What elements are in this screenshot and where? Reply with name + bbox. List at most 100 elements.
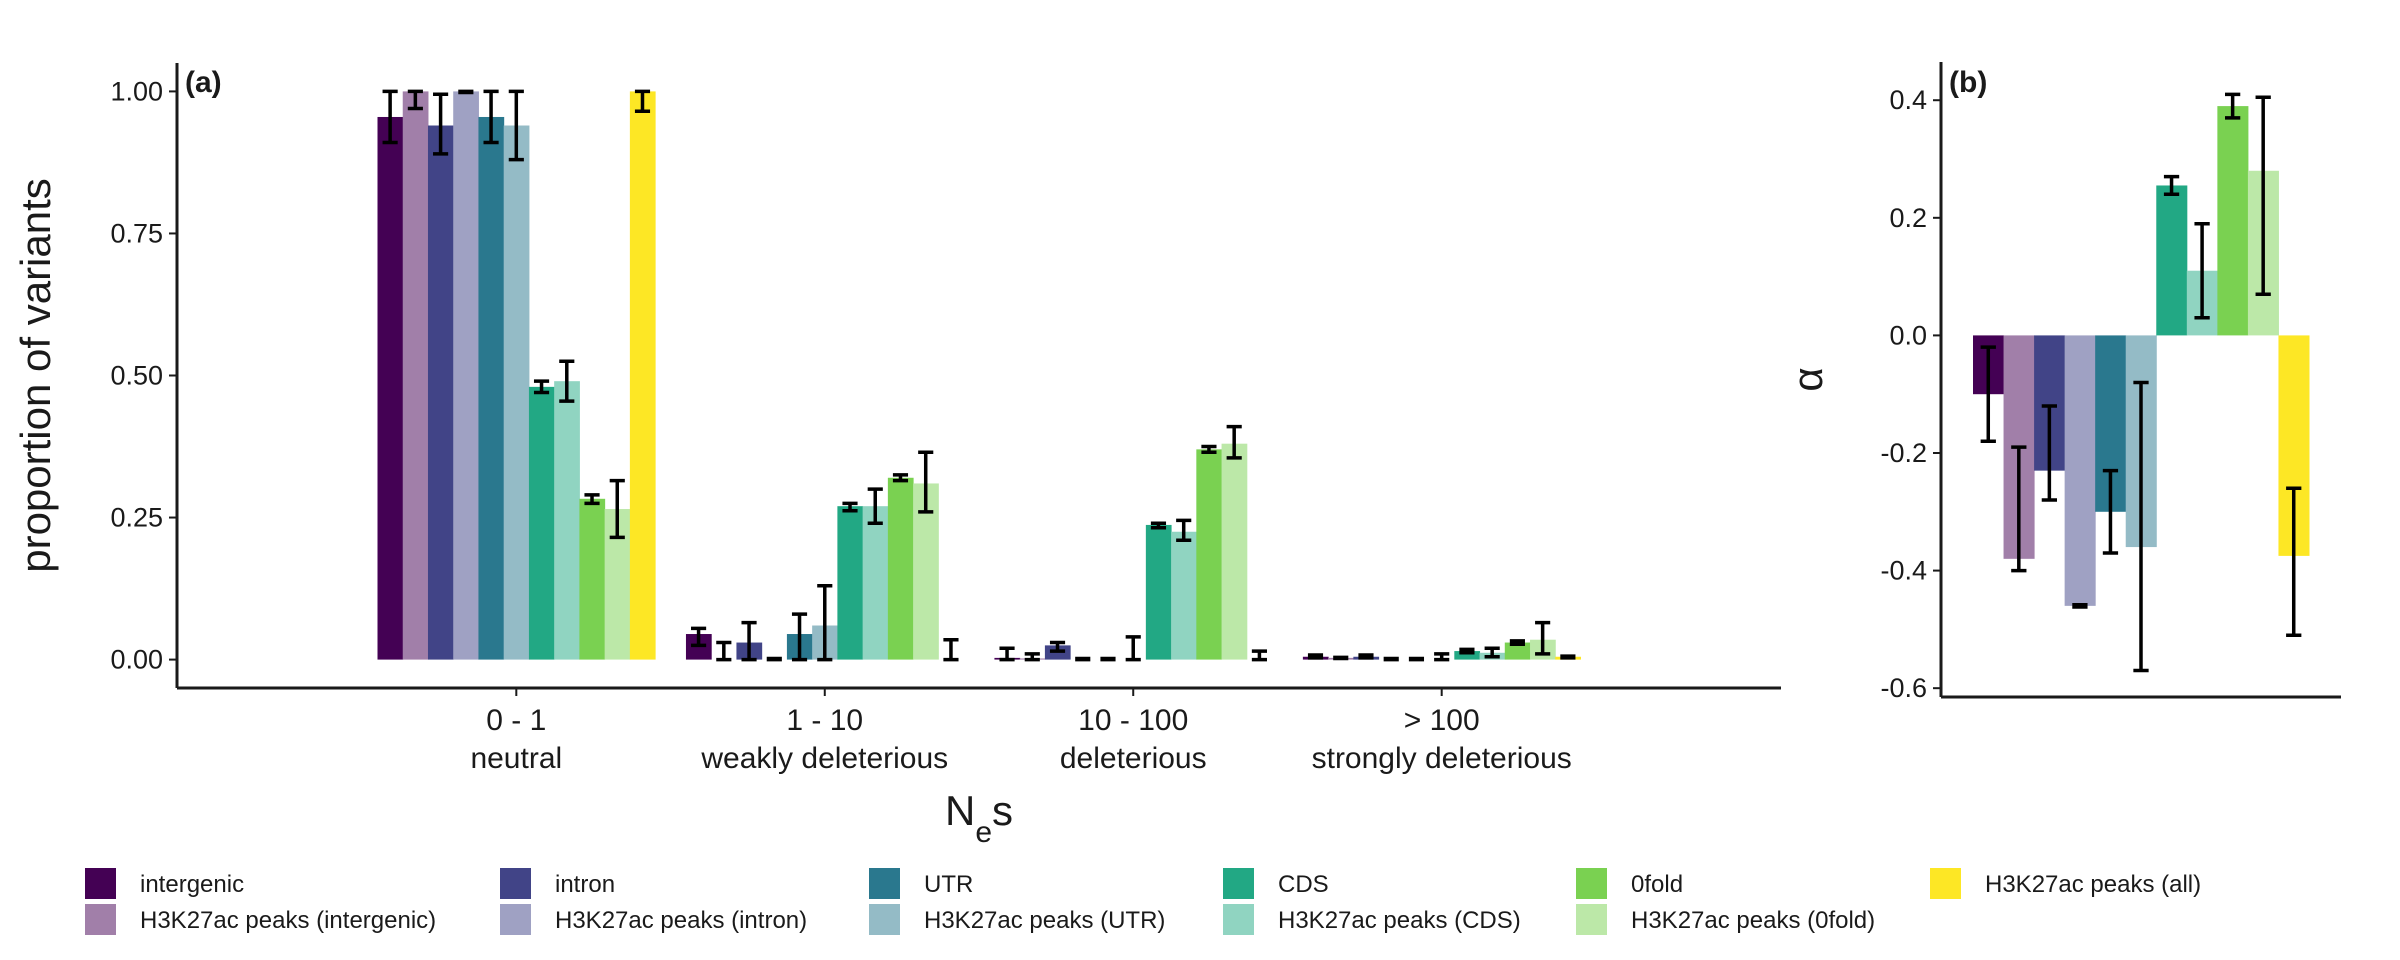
y-tick-label: 0.00 bbox=[110, 645, 163, 675]
error-bar bbox=[2011, 445, 2027, 573]
error-bar bbox=[2041, 404, 2057, 502]
error-bar bbox=[2133, 380, 2149, 673]
error-bar bbox=[407, 89, 423, 111]
legend-swatch bbox=[869, 868, 900, 899]
y-axis-label: proportion of variants bbox=[12, 178, 59, 573]
x-tick-label: > 100 bbox=[1404, 704, 1480, 737]
y-tick-label: 1.00 bbox=[110, 76, 163, 106]
error-bar bbox=[559, 359, 575, 403]
bar bbox=[837, 506, 864, 660]
bar bbox=[579, 498, 606, 660]
x-tick-label: strongly deleterious bbox=[1312, 742, 1572, 775]
error-bar bbox=[1251, 649, 1267, 662]
bar bbox=[1504, 642, 1531, 660]
bar bbox=[453, 91, 479, 660]
error-bar bbox=[1560, 654, 1576, 660]
bar bbox=[862, 506, 889, 660]
legend-label: 0fold bbox=[1631, 871, 1683, 898]
legend-swatch bbox=[1576, 904, 1607, 935]
legend-label: intergenic bbox=[140, 871, 244, 898]
error-bar bbox=[2255, 95, 2271, 296]
error-bar bbox=[1408, 656, 1425, 662]
y-tick-label: 0.2 bbox=[1889, 203, 1927, 233]
legend-swatch bbox=[869, 904, 900, 935]
error-bar bbox=[1049, 640, 1066, 653]
bar bbox=[887, 477, 914, 660]
error-bar bbox=[1100, 656, 1116, 662]
error-bar bbox=[2194, 221, 2210, 320]
error-bar bbox=[2102, 468, 2119, 555]
error-bar bbox=[1434, 652, 1450, 662]
bar bbox=[1171, 531, 1197, 660]
legend-swatch bbox=[85, 868, 116, 899]
bar bbox=[503, 125, 530, 660]
error-bar bbox=[433, 92, 449, 156]
bar bbox=[2156, 185, 2188, 336]
error-bar bbox=[533, 379, 550, 395]
error-bar bbox=[1459, 647, 1475, 655]
legend-swatch bbox=[500, 904, 531, 935]
bar bbox=[2217, 106, 2249, 336]
error-bar bbox=[766, 656, 782, 662]
error-bar bbox=[1509, 639, 1525, 646]
error-bar bbox=[1307, 653, 1324, 660]
x-tick-label: 0 - 1 bbox=[486, 704, 546, 737]
bar bbox=[528, 386, 555, 660]
y-tick-label: -0.2 bbox=[1880, 438, 1927, 468]
error-bar bbox=[2286, 486, 2302, 638]
error-bar bbox=[458, 89, 474, 95]
error-bar bbox=[382, 89, 398, 145]
error-bar bbox=[1125, 635, 1141, 662]
y-tick-label: 0.0 bbox=[1889, 320, 1927, 350]
x-tick-label: 1 - 10 bbox=[786, 704, 863, 737]
error-bar bbox=[817, 583, 833, 662]
legend-swatch bbox=[1223, 868, 1254, 899]
error-bar bbox=[791, 612, 808, 662]
bar bbox=[1145, 524, 1172, 660]
legend-label: H3K27ac peaks (UTR) bbox=[924, 907, 1165, 934]
legend-label: intron bbox=[555, 871, 615, 898]
legend-label: CDS bbox=[1278, 871, 1329, 898]
bar bbox=[629, 91, 656, 660]
error-bar bbox=[741, 620, 757, 662]
error-bar bbox=[2225, 92, 2241, 120]
error-bar bbox=[842, 501, 858, 513]
error-bar bbox=[1150, 521, 1167, 530]
error-bar bbox=[716, 640, 732, 662]
legend-label: H3K27ac peaks (intron) bbox=[555, 907, 807, 934]
bar bbox=[402, 91, 429, 660]
error-bar bbox=[2072, 602, 2088, 609]
error-bar bbox=[1383, 656, 1399, 662]
bar bbox=[427, 125, 454, 660]
x-axis-label: Nes bbox=[945, 787, 1013, 849]
bar bbox=[554, 381, 580, 660]
legend-label: H3K27ac peaks (intergenic) bbox=[140, 907, 436, 934]
legend-swatch bbox=[85, 904, 116, 935]
error-bar bbox=[691, 626, 707, 648]
bar bbox=[1196, 449, 1223, 660]
error-bar bbox=[918, 450, 934, 514]
x-tick-label: neutral bbox=[470, 742, 562, 775]
y-tick-label: 0.4 bbox=[1889, 85, 1927, 115]
legend-swatch bbox=[1930, 868, 1961, 899]
panel-label: (a) bbox=[185, 66, 222, 99]
legend-label: H3K27ac peaks (CDS) bbox=[1278, 907, 1521, 934]
y-axis-label: α bbox=[1784, 367, 1831, 391]
legend-label: H3K27ac peaks (all) bbox=[1985, 871, 2201, 898]
legend-swatch bbox=[1223, 904, 1254, 935]
error-bar bbox=[634, 89, 651, 114]
y-tick-label: 0.25 bbox=[110, 503, 163, 533]
error-bar bbox=[1535, 620, 1551, 656]
error-bar bbox=[508, 89, 524, 162]
error-bar bbox=[1226, 424, 1242, 460]
legend-label: H3K27ac peaks (0fold) bbox=[1631, 907, 1875, 934]
error-bar bbox=[892, 473, 909, 483]
y-tick-label: 0.50 bbox=[110, 361, 163, 391]
x-axis-label-part: e bbox=[975, 816, 992, 849]
x-axis-label-part: s bbox=[992, 787, 1013, 834]
error-bar bbox=[1176, 518, 1192, 543]
error-bar bbox=[1075, 656, 1091, 662]
error-bar bbox=[1358, 653, 1374, 660]
bar bbox=[2064, 335, 2096, 606]
error-bar bbox=[584, 493, 600, 506]
